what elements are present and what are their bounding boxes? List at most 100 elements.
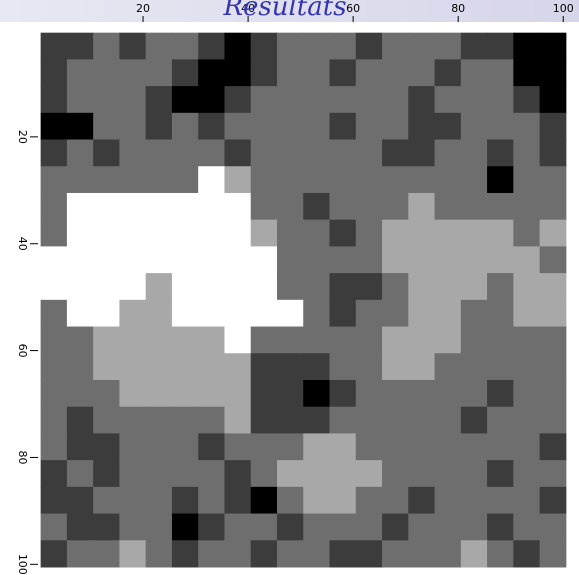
pixel-cell [198, 86, 225, 113]
pixel-cell [382, 514, 409, 541]
pixel-cell [277, 380, 304, 407]
pixel-cell [41, 193, 68, 220]
pixel-cell [408, 220, 435, 247]
pixel-cell [67, 59, 94, 86]
pixel-cell [435, 113, 462, 140]
pixel-cell [408, 407, 435, 434]
pixel-cell [382, 86, 409, 113]
pixel-cell [540, 246, 567, 273]
pixel-cell [487, 246, 514, 273]
pixel-cell [172, 113, 199, 140]
pixel-cell [435, 166, 462, 193]
pixel-cell [330, 407, 357, 434]
pixel-cell [303, 460, 330, 487]
pixel-cell [303, 166, 330, 193]
pixel-cell [435, 300, 462, 327]
pixel-cell [487, 460, 514, 487]
pixel-cell [93, 33, 120, 60]
pixel-cell [67, 193, 94, 220]
pixel-cell [224, 273, 251, 300]
y-tick-label: 100 [16, 554, 29, 575]
pixel-cell [330, 327, 357, 354]
pixel-cell [146, 113, 173, 140]
pixel-cell [408, 460, 435, 487]
pixel-cell [146, 380, 173, 407]
pixel-cell [224, 33, 251, 60]
pixel-cell [435, 273, 462, 300]
pixel-cell [224, 407, 251, 434]
pixel-cell [251, 540, 278, 567]
pixel-cell [513, 433, 540, 460]
pixel-cell [303, 433, 330, 460]
pixel-cell [224, 433, 251, 460]
pixel-cell [119, 113, 146, 140]
pixel-cell [277, 59, 304, 86]
pixel-cell [408, 514, 435, 541]
pixel-cell [382, 59, 409, 86]
pixel-cell [356, 327, 383, 354]
pixel-cell [146, 273, 173, 300]
pixel-cell [146, 193, 173, 220]
pixel-cell [172, 407, 199, 434]
pixel-cell [119, 540, 146, 567]
pixel-cell [277, 327, 304, 354]
pixel-cell [172, 220, 199, 247]
pixel-cell [119, 220, 146, 247]
pixel-cell [119, 33, 146, 60]
pixel-cell [435, 353, 462, 380]
pixel-cell [487, 487, 514, 514]
y-tick-label: 60 [16, 344, 29, 358]
pixel-cell [41, 460, 68, 487]
pixel-cell [251, 380, 278, 407]
pixel-cell [41, 246, 68, 273]
pixel-cell [119, 300, 146, 327]
pixel-cell [119, 246, 146, 273]
pixel-cell [356, 433, 383, 460]
pixel-cell [382, 246, 409, 273]
pixel-cell [41, 300, 68, 327]
pixel-cell [146, 514, 173, 541]
pixel-cell [330, 166, 357, 193]
pixel-cell [198, 353, 225, 380]
pixel-cell [277, 540, 304, 567]
pixel-cell [513, 220, 540, 247]
pixel-cell [224, 380, 251, 407]
pixel-cell [487, 86, 514, 113]
pixel-cell [382, 33, 409, 60]
y-tick-label: 40 [16, 237, 29, 251]
pixel-cell [251, 246, 278, 273]
pixel-cell [93, 166, 120, 193]
pixel-cell [93, 59, 120, 86]
pixel-cell [303, 540, 330, 567]
pixel-cell [461, 193, 488, 220]
pixel-cell [513, 246, 540, 273]
pixel-cell [435, 33, 462, 60]
pixel-cell [172, 487, 199, 514]
pixel-cell [408, 540, 435, 567]
pixel-cell [277, 273, 304, 300]
pixel-cell [277, 193, 304, 220]
pixel-cell [41, 33, 68, 60]
pixel-cell [330, 433, 357, 460]
pixel-cell [461, 433, 488, 460]
pixel-cell [93, 433, 120, 460]
pixel-cell [93, 380, 120, 407]
pixel-cell [277, 246, 304, 273]
pixel-cell [461, 273, 488, 300]
pixel-cell [382, 327, 409, 354]
pixel-cell [67, 300, 94, 327]
pixel-cell [382, 113, 409, 140]
pixel-cell [303, 407, 330, 434]
pixel-cell [540, 86, 567, 113]
pixel-cell [67, 140, 94, 167]
pixel-cell [146, 59, 173, 86]
pixel-cell [93, 300, 120, 327]
pixel-cell [461, 113, 488, 140]
pixel-cell [67, 33, 94, 60]
pixel-cell [540, 113, 567, 140]
pixel-cell [198, 433, 225, 460]
pixel-cell [408, 33, 435, 60]
pixel-cell [461, 86, 488, 113]
pixel-cell [435, 487, 462, 514]
pixel-cell [382, 273, 409, 300]
